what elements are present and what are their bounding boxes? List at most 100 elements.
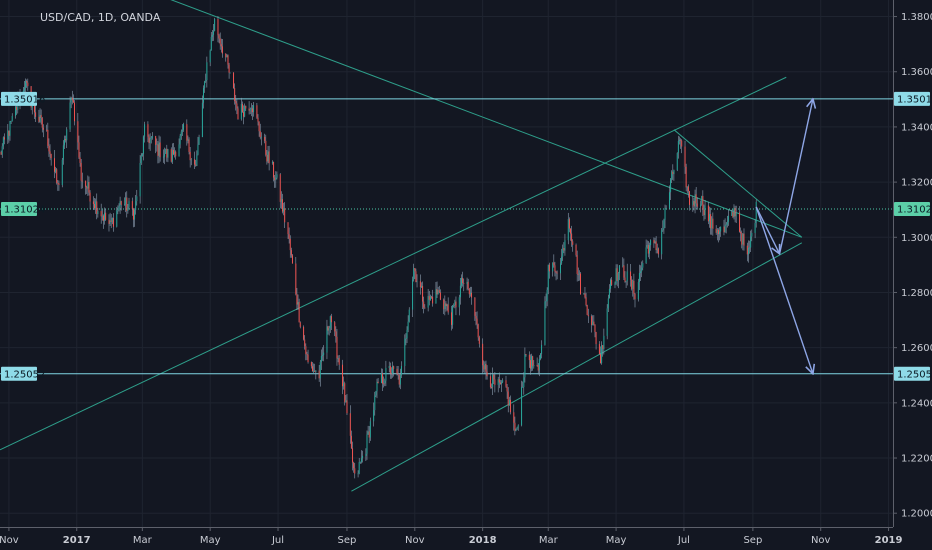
candle-body — [140, 156, 142, 163]
candle-body — [225, 53, 227, 58]
candle-body — [538, 359, 540, 371]
candle-body — [276, 174, 278, 178]
candle-body — [320, 355, 322, 363]
candle-body — [541, 344, 543, 354]
candle-body — [196, 154, 198, 166]
candle-body — [671, 171, 673, 180]
candle-body — [283, 208, 285, 212]
candle-body — [633, 280, 635, 294]
candle-body — [626, 271, 628, 281]
candle-body — [693, 201, 695, 207]
candle-body — [611, 279, 613, 285]
candle-body — [186, 124, 188, 141]
candle-body — [430, 296, 432, 298]
candle-body — [392, 366, 394, 374]
candle-body — [720, 226, 722, 232]
candle-body — [641, 267, 643, 272]
candle-body — [352, 448, 354, 463]
candle-body — [703, 209, 705, 216]
candle-body — [350, 435, 352, 449]
candle-body — [362, 455, 364, 459]
trend-line — [0, 76, 787, 451]
candle-body — [128, 201, 130, 207]
y-tick-label: 1.22000 — [901, 454, 932, 465]
candle-body — [483, 365, 485, 370]
candle-body — [310, 362, 312, 367]
candle-body — [156, 144, 158, 146]
candle-body — [694, 194, 696, 207]
candle-body — [580, 273, 582, 295]
candle-body — [244, 105, 246, 117]
candle-body — [42, 127, 44, 130]
x-tick-label: May — [200, 535, 221, 546]
candles — [0, 16, 757, 479]
candle-body — [303, 326, 305, 340]
candle-body — [61, 159, 63, 185]
candle-body — [630, 271, 632, 280]
candle-body — [40, 115, 42, 119]
candle-body — [506, 386, 508, 392]
candle-body — [203, 87, 205, 103]
candle-body — [349, 413, 351, 436]
candle-body — [1, 146, 3, 155]
candle-body — [556, 272, 558, 274]
candle-body — [322, 355, 324, 356]
candle-body — [7, 130, 9, 140]
candle-body — [505, 380, 507, 387]
candle-body — [735, 212, 737, 217]
candle-body — [217, 19, 219, 36]
candle-body — [615, 268, 617, 284]
candle-body — [564, 240, 566, 251]
candle-body — [655, 241, 657, 251]
candle-body — [437, 290, 439, 295]
candle-body — [258, 121, 260, 132]
candle-body — [701, 195, 703, 205]
candle-body — [257, 117, 259, 122]
candle-body — [601, 345, 603, 364]
candle-body — [271, 161, 273, 164]
candle-body — [273, 161, 275, 178]
projection-arrow — [778, 99, 813, 254]
candle-body — [358, 462, 360, 474]
candle-body — [78, 142, 80, 158]
candle-body — [725, 224, 727, 226]
level-badge-bg — [894, 91, 930, 106]
candle-body — [645, 247, 647, 264]
candle-body — [732, 211, 734, 218]
horizontal-lines — [0, 98, 893, 375]
candle-body — [563, 248, 565, 251]
candle-body — [531, 356, 533, 369]
candle-body — [650, 240, 652, 246]
candle-body — [388, 366, 390, 368]
candle-body — [577, 273, 579, 275]
candle-body — [2, 137, 4, 147]
candle-body — [585, 297, 587, 305]
candle-body — [562, 248, 564, 257]
candle-body — [241, 103, 243, 113]
candle-body — [179, 135, 181, 145]
candle-body — [743, 233, 745, 246]
candle-body — [536, 365, 538, 366]
x-tick-label: Sep — [743, 535, 762, 546]
candle-body — [494, 379, 496, 385]
candle-body — [298, 302, 300, 323]
x-tick-label: Mar — [539, 535, 559, 546]
candle-body — [486, 371, 488, 377]
candle-body — [299, 322, 301, 327]
candle-body — [214, 19, 216, 31]
x-tick-label: Mar — [133, 535, 153, 546]
candle-body — [733, 207, 735, 218]
candle-body — [625, 280, 627, 282]
candle-body — [707, 205, 709, 222]
candle-body — [260, 136, 262, 138]
candle-body — [330, 316, 332, 323]
candle-body — [662, 228, 664, 231]
candle-body — [724, 225, 726, 233]
candle-body — [131, 201, 133, 209]
candle-body — [741, 233, 743, 245]
candle-body — [677, 140, 679, 153]
candle-body — [233, 72, 235, 89]
candle-body — [328, 328, 330, 331]
